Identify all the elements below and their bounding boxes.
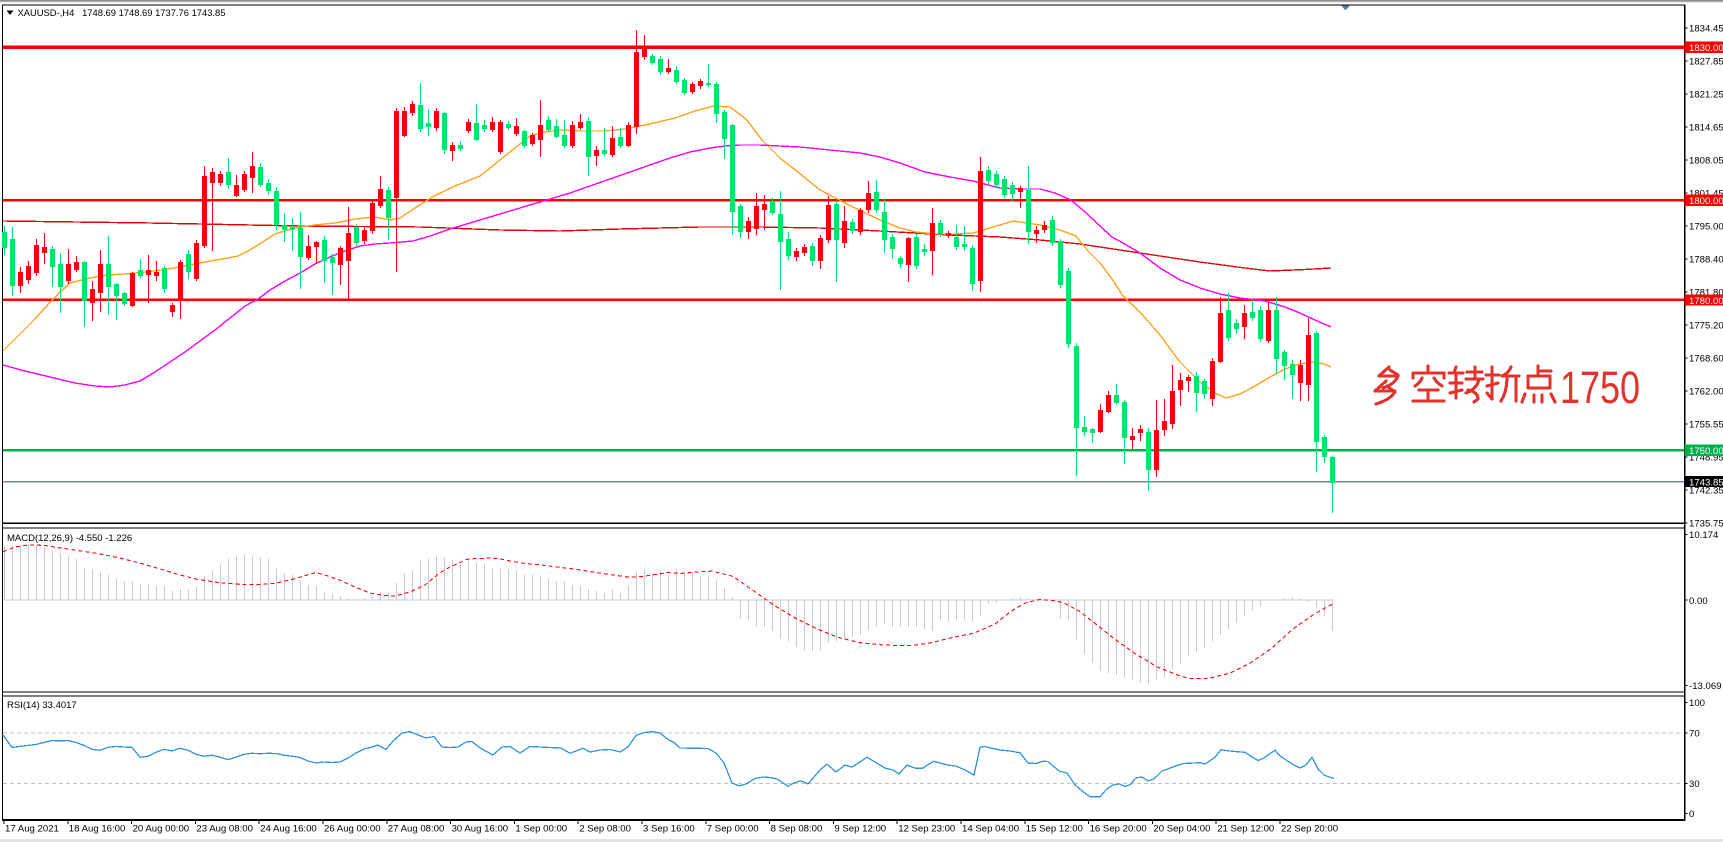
svg-text:70: 70 [1689, 729, 1700, 740]
svg-text:27 Aug 08:00: 27 Aug 08:00 [388, 824, 445, 835]
svg-text:1775.20: 1775.20 [1689, 320, 1723, 331]
svg-text:1768.60: 1768.60 [1689, 353, 1723, 364]
svg-text:1780.00: 1780.00 [1689, 296, 1723, 307]
svg-text:1742.35: 1742.35 [1689, 485, 1723, 496]
svg-text:1743.85: 1743.85 [1689, 477, 1723, 488]
svg-text:23 Aug 08:00: 23 Aug 08:00 [196, 824, 253, 835]
svg-text:1795.00: 1795.00 [1689, 221, 1723, 232]
svg-text:1750.00: 1750.00 [1689, 446, 1723, 457]
svg-text:1748.95: 1748.95 [1689, 452, 1723, 463]
svg-text:22 Sep 20:00: 22 Sep 20:00 [1281, 824, 1338, 835]
svg-text:1788.40: 1788.40 [1689, 254, 1723, 265]
svg-text:100: 100 [1689, 698, 1705, 709]
svg-text:10.174: 10.174 [1689, 530, 1719, 541]
svg-text:1808.05: 1808.05 [1689, 155, 1723, 166]
svg-text:8 Sep 08:00: 8 Sep 08:00 [771, 824, 823, 835]
svg-text:1814.65: 1814.65 [1689, 122, 1723, 133]
svg-text:9 Sep 12:00: 9 Sep 12:00 [834, 824, 886, 835]
svg-text:14 Sep 04:00: 14 Sep 04:00 [962, 824, 1019, 835]
svg-text:1801.45: 1801.45 [1689, 188, 1723, 199]
svg-text:17 Aug 2021: 17 Aug 2021 [5, 824, 59, 835]
svg-text:16 Sep 20:00: 16 Sep 20:00 [1090, 824, 1147, 835]
svg-text:1800.00: 1800.00 [1689, 196, 1723, 207]
svg-text:3 Sep 16:00: 3 Sep 16:00 [643, 824, 695, 835]
svg-text:1834.45: 1834.45 [1689, 23, 1723, 34]
svg-text:20 Sep 04:00: 20 Sep 04:00 [1153, 824, 1210, 835]
svg-text:0.00: 0.00 [1689, 596, 1708, 607]
svg-text:26 Aug 00:00: 26 Aug 00:00 [324, 824, 381, 835]
svg-text:1750: 1750 [1560, 362, 1640, 413]
svg-text:24 Aug 16:00: 24 Aug 16:00 [260, 824, 317, 835]
svg-text:1821.25: 1821.25 [1689, 89, 1723, 100]
svg-text:12 Sep 23:00: 12 Sep 23:00 [898, 824, 955, 835]
svg-text:2 Sep 08:00: 2 Sep 08:00 [579, 824, 631, 835]
svg-text:XAUUSD-,H4 1748.69 1748.69 1: XAUUSD-,H4 1748.69 1748.69 1737.76 1743.… [18, 7, 226, 18]
svg-text:1781.80: 1781.80 [1689, 287, 1723, 298]
svg-text:0: 0 [1689, 809, 1694, 820]
svg-text:1827.85: 1827.85 [1689, 56, 1723, 67]
svg-text:1735.75: 1735.75 [1689, 518, 1723, 529]
svg-text:30 Aug 16:00: 30 Aug 16:00 [452, 824, 509, 835]
svg-text:7 Sep 00:00: 7 Sep 00:00 [707, 824, 759, 835]
svg-text:15 Sep 12:00: 15 Sep 12:00 [1026, 824, 1083, 835]
svg-text:MACD(12,26,9) -4.550 -1.226: MACD(12,26,9) -4.550 -1.226 [7, 533, 132, 544]
svg-text:21 Sep 12:00: 21 Sep 12:00 [1217, 824, 1274, 835]
svg-text:1 Sep 00:00: 1 Sep 00:00 [515, 824, 567, 835]
svg-text:1830.00: 1830.00 [1689, 43, 1723, 54]
svg-text:20 Aug 00:00: 20 Aug 00:00 [133, 824, 190, 835]
svg-text:18 Aug 16:00: 18 Aug 16:00 [69, 824, 126, 835]
svg-text:1755.55: 1755.55 [1689, 419, 1723, 430]
svg-text:RSI(14) 33.4017: RSI(14) 33.4017 [7, 700, 77, 711]
svg-text:1762.00: 1762.00 [1689, 386, 1723, 397]
svg-text:-13.069: -13.069 [1689, 681, 1722, 692]
svg-text:30: 30 [1689, 779, 1700, 790]
